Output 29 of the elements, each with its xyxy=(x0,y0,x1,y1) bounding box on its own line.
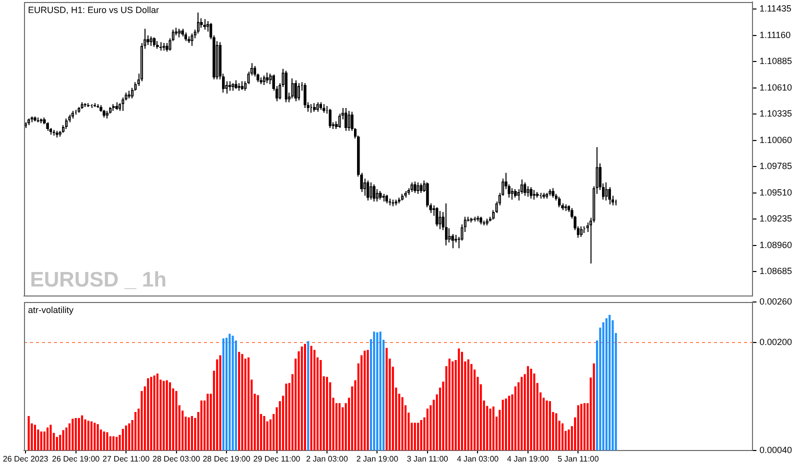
y-tick-label: 1.10885 xyxy=(759,56,792,66)
y-tick-label: 1.09510 xyxy=(759,187,792,198)
y-tick-label: 1.08685 xyxy=(759,266,792,276)
y-tick-label: 1.08960 xyxy=(759,240,792,250)
chart-title: EURUSD, H1: Euro vs US Dollar xyxy=(28,4,160,15)
x-tick-label: 26 Dec 19:00 xyxy=(52,454,100,464)
x-tick-label: 28 Dec 03:00 xyxy=(152,454,201,464)
y-tick-label: 1.10335 xyxy=(759,108,792,119)
y-tick-label: 0.00040 xyxy=(759,444,792,455)
x-tick-label: 4 Jan 03:00 xyxy=(456,454,500,464)
x-tick-label: 2 Jan 03:00 xyxy=(306,454,348,464)
y-tick-label: 1.11160 xyxy=(759,30,791,40)
y-tick-label: 1.09785 xyxy=(759,161,792,172)
y-tick-label: 1.10060 xyxy=(759,134,792,145)
y-tick-label: 1.10610 xyxy=(759,82,792,92)
chart-title: atr-volatility xyxy=(28,304,74,315)
annotation: EURUSD _ 1h xyxy=(30,268,167,292)
x-tick-label: 2 Jan 19:00 xyxy=(356,454,399,464)
x-tick-label: 26 Dec 2023 xyxy=(2,454,49,464)
x-tick-label: 28 Dec 19:00 xyxy=(202,454,251,464)
x-tick-label: 29 Dec 11:00 xyxy=(253,454,301,464)
x-tick-label: 27 Dec 11:00 xyxy=(102,454,150,464)
y-tick-label: 1.09235 xyxy=(759,214,792,224)
x-tick-label: 3 Jan 11:00 xyxy=(406,454,449,464)
y-tick-label: 0.00200 xyxy=(759,336,792,347)
x-tick-label: 4 Jan 19:00 xyxy=(507,454,550,464)
y-tick-label: 0.00260 xyxy=(759,296,792,306)
y-tick-label: 1.11435 xyxy=(759,4,792,14)
x-tick-label: 5 Jan 11:00 xyxy=(558,454,600,464)
